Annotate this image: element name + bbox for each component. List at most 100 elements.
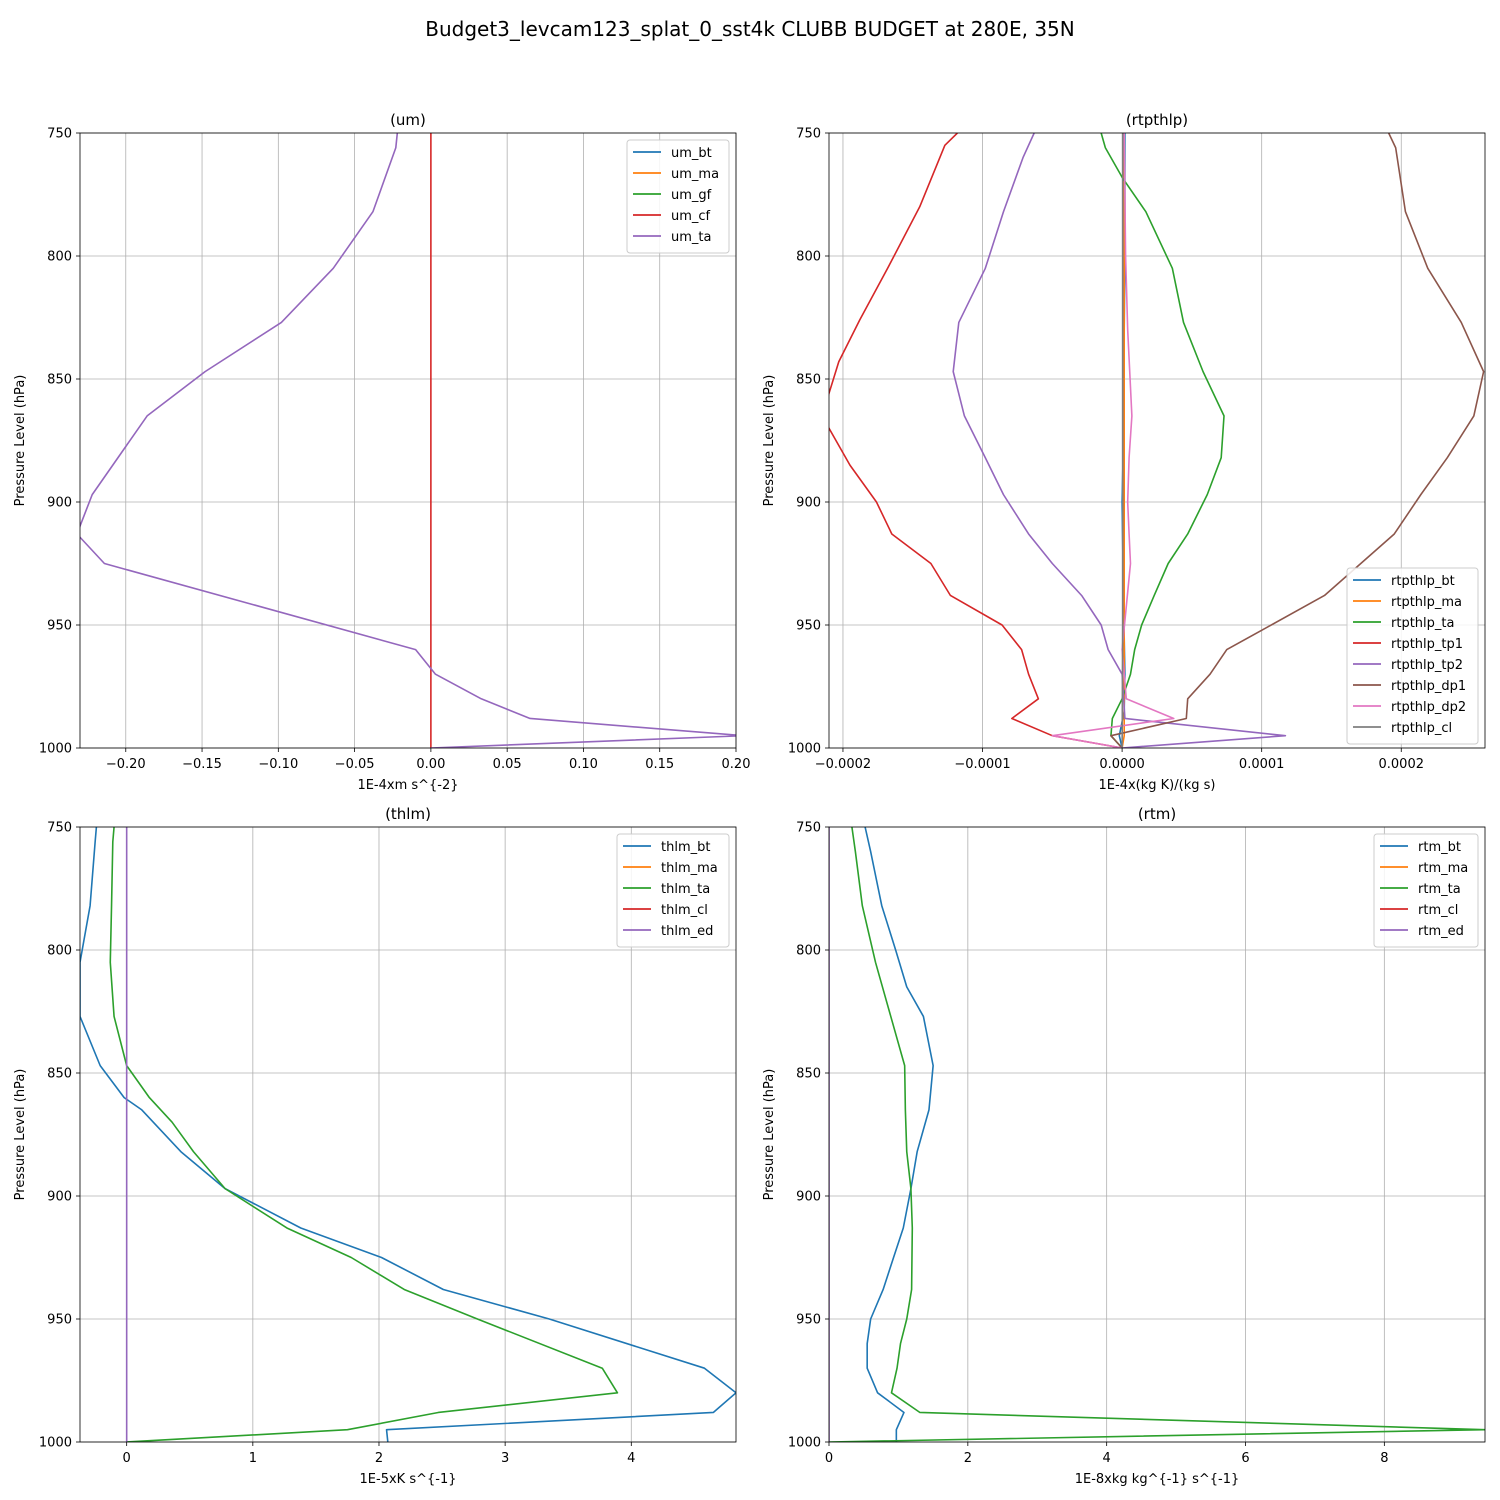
series-line-um_ta <box>80 133 736 748</box>
y-tick-label: 800 <box>47 250 72 265</box>
legend-frame <box>1346 567 1479 745</box>
x-tick-label: 4 <box>1103 1451 1111 1466</box>
legend-frame <box>1373 833 1479 948</box>
y-tick-label: 950 <box>47 1313 72 1328</box>
subplot-um: −0.20 −0.15 −0.10 −0.05 0.00 0.05 0.10 0.15 0.20… <box>13 111 750 793</box>
x-tick-label: 6 <box>1241 1451 1249 1466</box>
legend-label: um_bt <box>671 146 712 161</box>
axes-frame <box>828 132 1486 749</box>
legend-label: rtm_ta <box>1418 882 1461 897</box>
x-tick-label: 0.05 <box>493 757 522 772</box>
x-tick-label: 0 <box>825 1451 833 1466</box>
series-group <box>80 827 736 1442</box>
x-tick-label: −0.0001 <box>954 757 1010 772</box>
y-tick-label: 800 <box>796 250 821 265</box>
subplot-title: (rtpthlp) <box>1126 111 1188 129</box>
x-tick-label: 0.00 <box>416 757 445 772</box>
y-axis-label: Pressure Level (hPa) <box>762 1069 777 1201</box>
x-tick-label: 8 <box>1380 1451 1388 1466</box>
y-tick-label: 750 <box>47 821 72 836</box>
legend-label: thlm_ma <box>661 861 718 876</box>
y-tick-label: 1000 <box>788 1436 821 1451</box>
legend-label: um_ta <box>671 230 711 245</box>
y-tick-label: 750 <box>796 127 821 142</box>
x-tick-label: −0.10 <box>258 757 298 772</box>
x-tick-label: 0.0001 <box>1239 757 1285 772</box>
legend-label: rtpthlp_dp2 <box>1391 700 1466 715</box>
legend-label: thlm_ed <box>661 924 713 939</box>
x-tick-label: 2 <box>964 1451 972 1466</box>
x-tick-label: 0.20 <box>722 757 751 772</box>
series-group <box>829 133 1485 748</box>
y-axis-label: Pressure Level (hPa) <box>13 375 28 507</box>
y-tick-label: 1000 <box>39 1436 72 1451</box>
series-line-rtpthlp_dp1 <box>1110 133 1485 748</box>
axes-frame <box>79 826 737 1443</box>
legend-label: um_gf <box>671 188 712 203</box>
x-tick-label: −0.20 <box>106 757 146 772</box>
series-group <box>829 827 1485 1442</box>
legend-label: rtpthlp_tp1 <box>1391 637 1463 652</box>
legend: um_bt um_ma um_gf um_cf um_ta <box>626 139 730 254</box>
x-tick-label: 0 <box>123 1451 131 1466</box>
y-tick-label: 800 <box>47 944 72 959</box>
legend-label: um_cf <box>671 209 711 224</box>
legend-label: rtpthlp_ma <box>1391 595 1462 610</box>
y-tick-label: 750 <box>47 127 72 142</box>
x-tick-label: −0.15 <box>182 757 222 772</box>
x-tick-label: 2 <box>375 1451 383 1466</box>
subplot-title: (um) <box>390 111 426 129</box>
x-axis-label: 1E-8xkg kg^{-1} s^{-1} <box>1075 1472 1240 1487</box>
legend-frame <box>616 833 730 948</box>
legend-label: rtm_ma <box>1418 861 1468 876</box>
y-tick-label: 900 <box>796 1190 821 1205</box>
legend-frame <box>626 139 730 254</box>
y-axis-label: Pressure Level (hPa) <box>13 1069 28 1201</box>
legend: rtpthlp_bt rtpthlp_ma rtpthlp_ta rtpthlp_tp… <box>1346 567 1479 745</box>
x-tick-label: −0.05 <box>335 757 375 772</box>
y-tick-label: 950 <box>796 619 821 634</box>
series-line-rtpthlp_dp2 <box>1051 133 1175 748</box>
y-tick-label: 800 <box>796 944 821 959</box>
legend-label: rtm_bt <box>1418 840 1461 855</box>
y-axis-label: Pressure Level (hPa) <box>762 375 777 507</box>
series-line-rtpthlp_ma <box>1121 133 1125 748</box>
series-line-rtpthlp_cl <box>1121 133 1124 748</box>
y-tick-label: 850 <box>796 373 821 388</box>
y-tick-label: 950 <box>47 619 72 634</box>
y-tick-label: 900 <box>47 496 72 511</box>
legend-label: rtpthlp_dp1 <box>1391 679 1466 694</box>
x-tick-label: 3 <box>501 1451 509 1466</box>
x-axis-label: 1E-4x(kg K)/(kg s) <box>1099 778 1216 793</box>
axes-frame <box>79 132 737 749</box>
x-tick-label: −0.0002 <box>815 757 871 772</box>
y-tick-label: 750 <box>796 821 821 836</box>
x-axis-label: 1E-4xm s^{-2} <box>357 778 458 793</box>
legend-label: rtm_cl <box>1418 903 1458 918</box>
y-tick-label: 900 <box>47 1190 72 1205</box>
subplot-thlm: 0 1 2 3 4 750 800 850 900 950 1000 (thlm) 1E-5xK s^{… <box>13 805 737 1487</box>
y-tick-label: 1000 <box>39 742 72 757</box>
legend: rtm_bt rtm_ma rtm_ta rtm_cl rtm_ed <box>1373 833 1479 948</box>
legend-label: rtpthlp_bt <box>1391 574 1455 589</box>
x-tick-label: 0.15 <box>645 757 674 772</box>
legend: thlm_bt thlm_ma thlm_ta thlm_cl thlm_ed <box>616 833 730 948</box>
legend-label: thlm_ta <box>661 882 710 897</box>
legend-label: um_ma <box>671 167 719 182</box>
x-tick-label: 0.0002 <box>1379 757 1425 772</box>
y-tick-label: 850 <box>796 1067 821 1082</box>
subplot-rtm: 0 2 4 6 8 750 800 850 900 950 1000 (rtm) 1E-8xkg kg^… <box>762 805 1486 1487</box>
x-tick-label: 0.0000 <box>1099 757 1145 772</box>
figure-title: Budget3_levcam123_splat_0_sst4k CLUBB BU… <box>425 17 1075 41</box>
legend-label: rtpthlp_cl <box>1391 721 1452 736</box>
x-axis-label: 1E-5xK s^{-1} <box>360 1472 457 1487</box>
legend-label: rtm_ed <box>1418 924 1464 939</box>
legend-label: thlm_bt <box>661 840 710 855</box>
y-tick-label: 950 <box>796 1313 821 1328</box>
legend-label: thlm_cl <box>661 903 708 918</box>
y-tick-label: 850 <box>47 1067 72 1082</box>
subplot-title: (rtm) <box>1138 805 1176 823</box>
axes-frame <box>828 826 1486 1443</box>
subplot-rtpthlp: −0.0002 −0.0001 0.0000 0.0001 0.0002 750 800 85… <box>762 111 1486 793</box>
